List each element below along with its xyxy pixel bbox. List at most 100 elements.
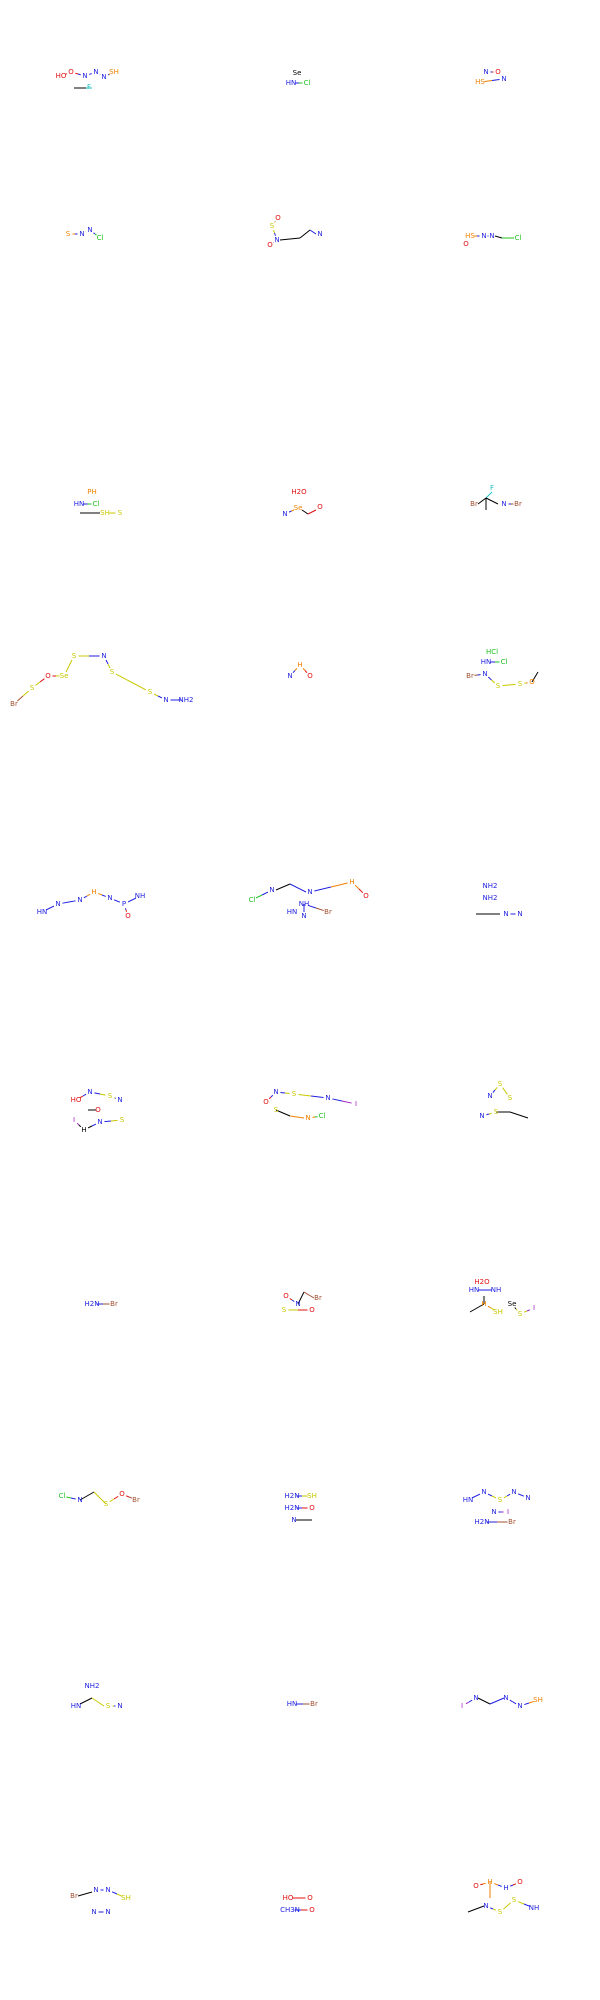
bond [308, 904, 317, 909]
atom-label: S [274, 1106, 279, 1114]
atom-label: NH2 [483, 894, 498, 902]
atom-label: O [119, 1490, 125, 1498]
atom-label: O [263, 1098, 269, 1106]
atom-label: N [479, 1112, 484, 1120]
bond [109, 1498, 115, 1503]
atom-label: I [355, 1100, 357, 1108]
atom-label: O [309, 1906, 315, 1914]
bond [298, 1094, 312, 1097]
atom-label: Br [514, 500, 522, 508]
atom-label: O [125, 912, 131, 920]
molecule-cell: HO N S N O I H N S [0, 1000, 200, 1200]
molecule-cell: Cl N S O Br [0, 1400, 200, 1600]
atom-label: NH2 [179, 696, 194, 704]
atom-label: H2N [285, 1504, 300, 1512]
atom-label: N [105, 1886, 110, 1894]
molecule-cell: H2O N Se O [200, 400, 400, 600]
molecule-cell: H2N Br [0, 1200, 200, 1400]
atom-label: Se [294, 504, 303, 512]
bond [480, 1883, 484, 1886]
bond [302, 667, 306, 671]
atom-label: SH [121, 1894, 131, 1902]
bond [99, 1093, 106, 1096]
atom-label: H [481, 1300, 486, 1308]
atom-label: Cl [249, 896, 256, 904]
bond [101, 894, 106, 897]
bond [303, 1291, 315, 1299]
atom-label: SH [307, 1492, 317, 1500]
atom-label: HN [469, 1286, 480, 1294]
atom-label: S [494, 1108, 499, 1116]
atom-label: N [105, 1908, 110, 1916]
atom-label: NH [491, 1286, 502, 1294]
atom-label: S [270, 222, 275, 230]
atom-label: N [291, 1516, 296, 1524]
bond [83, 895, 88, 899]
atom-label: N [517, 1702, 522, 1710]
atom-label: S [72, 652, 77, 660]
atom-label: H2O [291, 488, 307, 496]
atom-label: O [307, 672, 313, 680]
atom-label: O [463, 240, 469, 248]
bond [289, 1298, 293, 1301]
molecule-structure: SN SSN [479, 1080, 529, 1120]
bond [289, 1115, 305, 1119]
bond [284, 1092, 290, 1095]
atom-label: SH [533, 1696, 543, 1704]
atom-label: N [163, 696, 168, 704]
bond [515, 1308, 518, 1311]
atom-label: Br [70, 1892, 78, 1900]
atom-label: N [93, 68, 98, 76]
atom-label: NH [135, 892, 146, 900]
atom-label: N [501, 75, 506, 83]
molecule-cell: H2N SH H2N O N [200, 1400, 400, 1600]
atom-label: O [363, 892, 369, 900]
bond [520, 1494, 525, 1497]
molecule-structure: HO O CH3N O [280, 1894, 315, 1914]
bond [491, 1495, 497, 1499]
molecule-cell: HN N N H N P O NH [0, 800, 200, 1000]
molecule-cell: Cl N N H O NH HN N Br [200, 800, 400, 1000]
bond [268, 1096, 272, 1100]
atom-label: Cl [319, 1112, 326, 1120]
atom-label: O [307, 1894, 313, 1902]
bond [270, 1094, 274, 1098]
atom-label: H2O [474, 1278, 490, 1286]
atom-label: H [349, 878, 354, 886]
atom-label: SH [109, 68, 119, 76]
atom-label: Br [314, 1294, 322, 1302]
bond [98, 893, 103, 896]
bond [275, 1109, 291, 1117]
atom-label: HN [71, 1702, 82, 1710]
bond [301, 509, 309, 515]
atom-label: O [495, 68, 501, 76]
bond [75, 72, 79, 75]
molecule-cell: S N N Cl [0, 200, 200, 400]
atom-label: HS [475, 78, 485, 86]
atom-label: O [95, 1106, 101, 1114]
bond [297, 1291, 305, 1305]
atom-label: I [73, 1116, 75, 1124]
bond [528, 1700, 534, 1704]
bond [341, 1100, 352, 1104]
atom-label: N [287, 672, 292, 680]
atom-label: Br [466, 672, 474, 680]
bond [128, 1496, 133, 1499]
atom-label: H2N [475, 1518, 490, 1526]
bond [261, 891, 269, 896]
atom-label: O [275, 214, 281, 222]
atom-label: HN [463, 1496, 474, 1504]
atom-label: S [148, 688, 153, 696]
bond [288, 510, 292, 513]
bond [65, 665, 70, 673]
bond [469, 1303, 485, 1313]
bond [113, 899, 118, 902]
atom-label: N [282, 510, 287, 518]
atom-label: N [77, 1496, 82, 1504]
bond [294, 667, 298, 671]
bond [491, 79, 500, 81]
